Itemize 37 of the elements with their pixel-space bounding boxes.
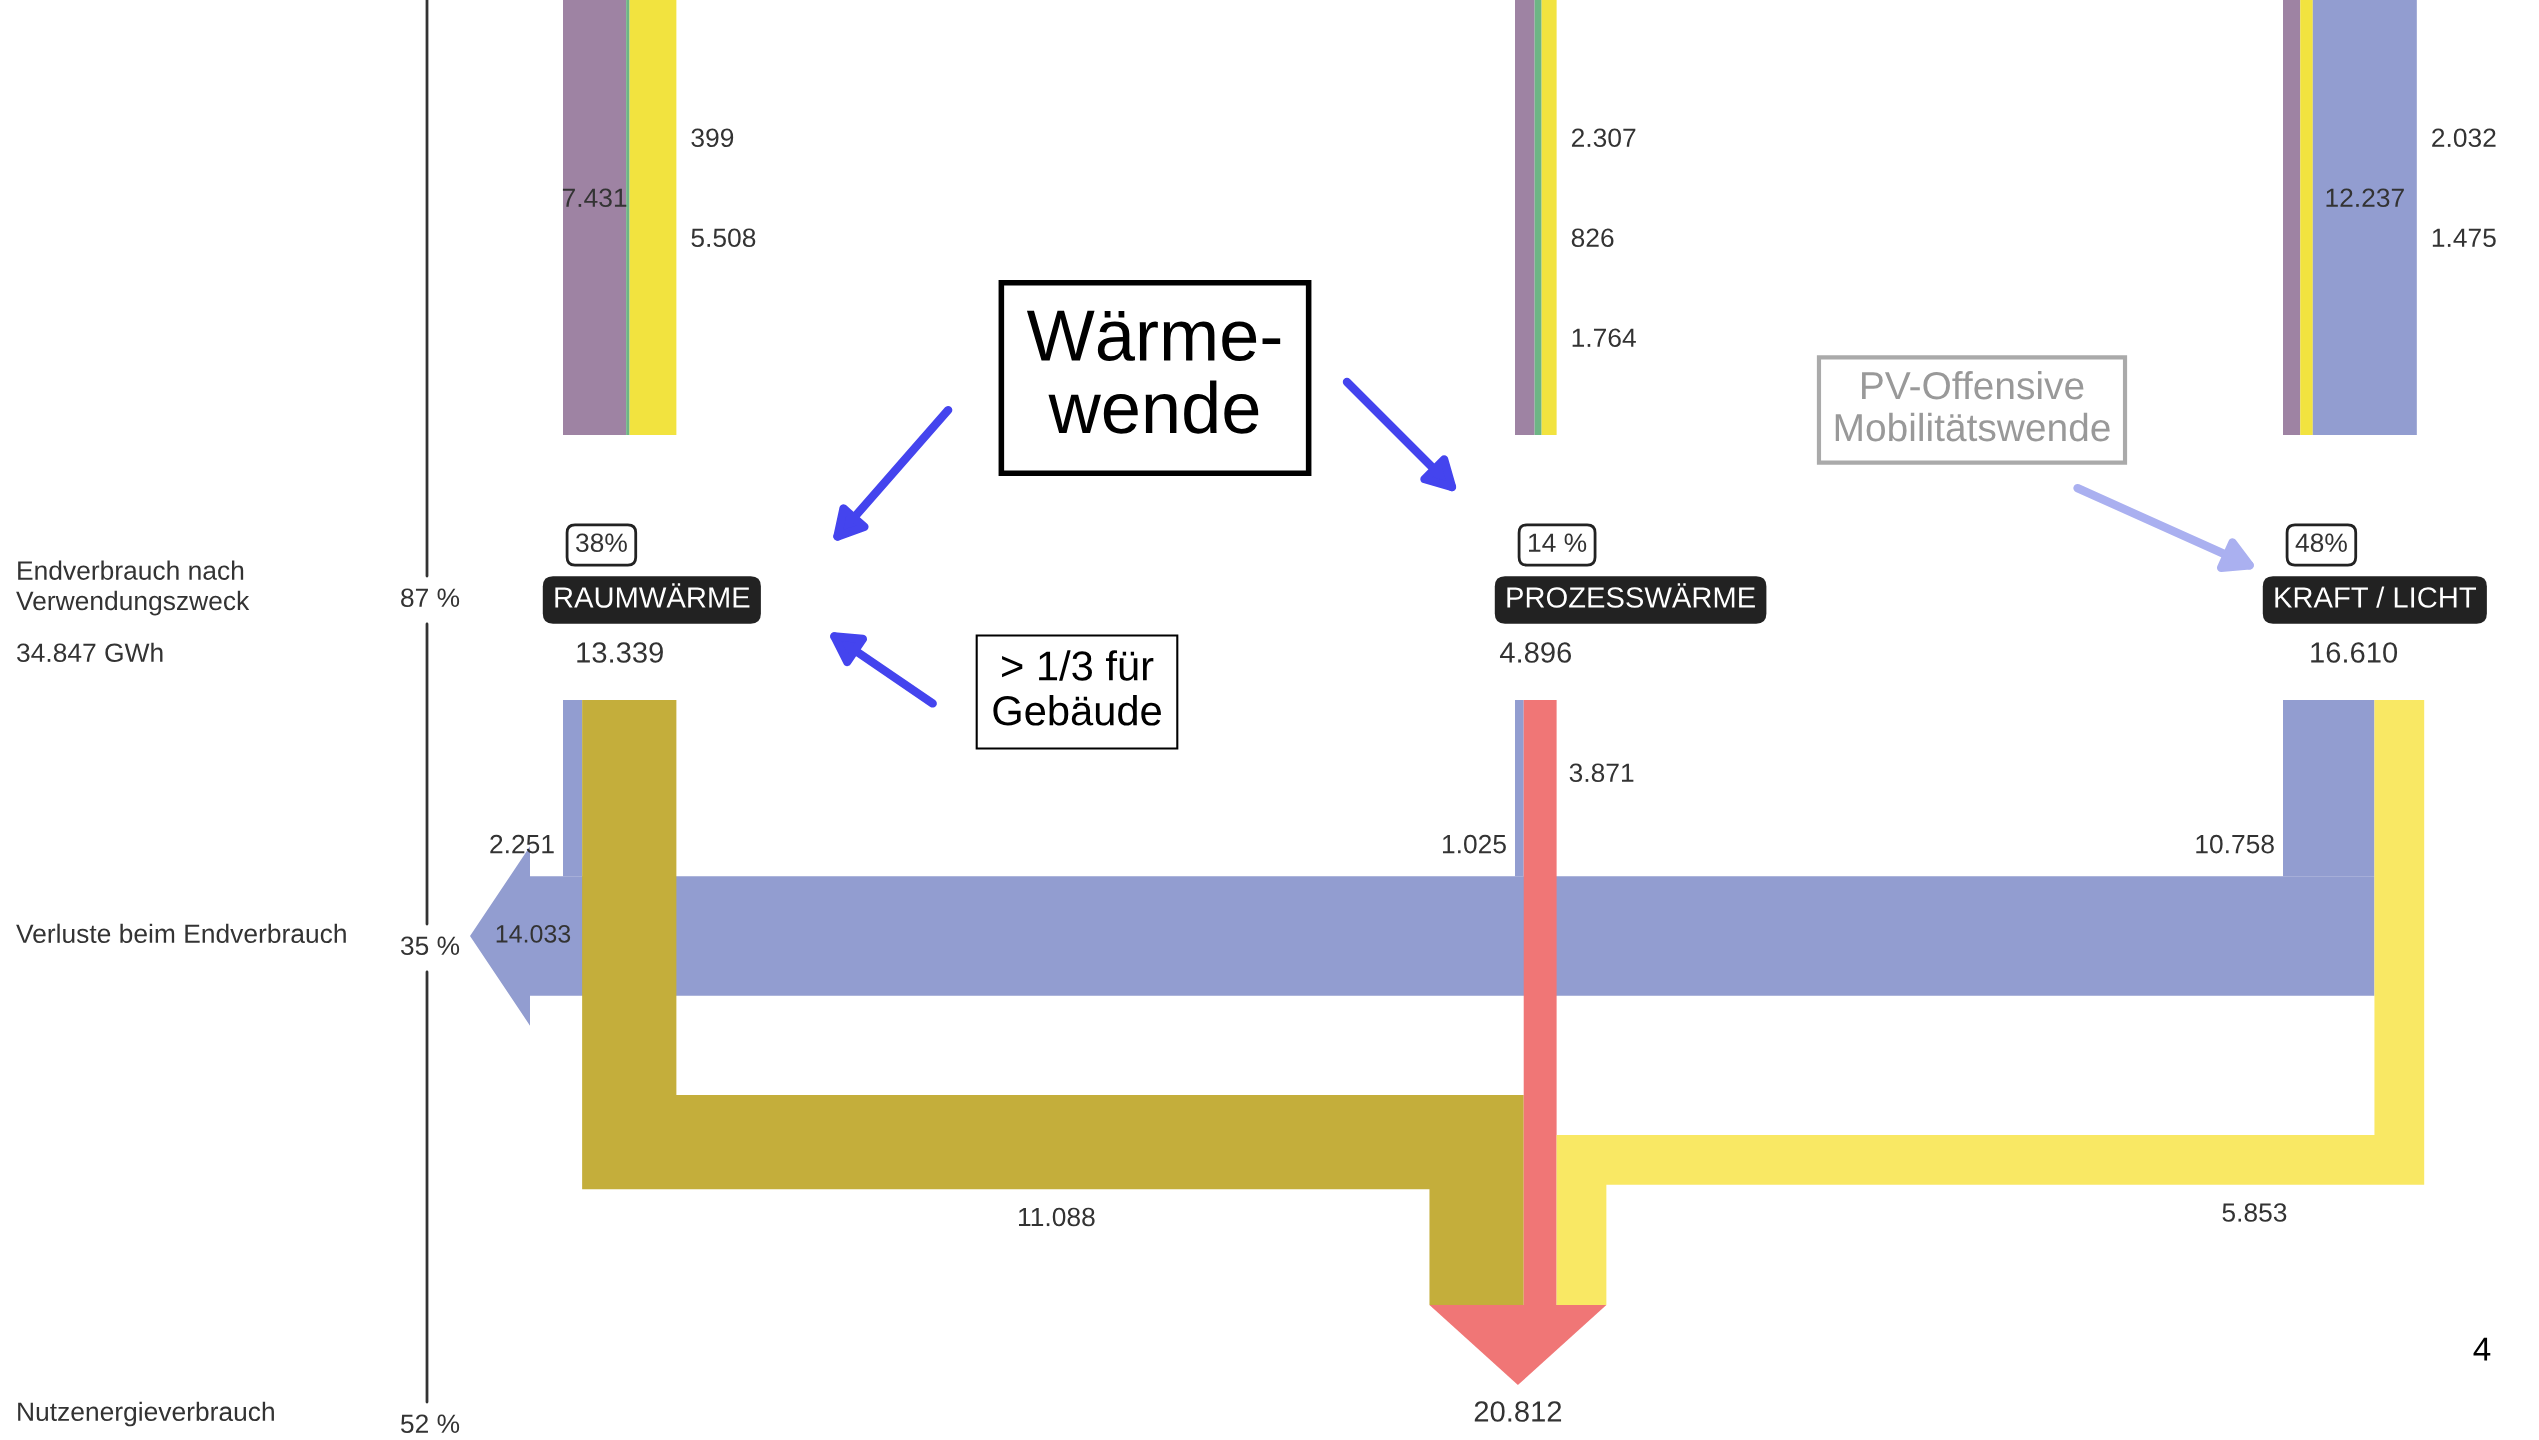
data-label: 2.032 <box>2432 128 2496 148</box>
category-label: RAUMWÄRME <box>555 583 750 608</box>
data-label: 13.339 <box>577 642 663 663</box>
data-label: 10.758 <box>2196 834 2274 854</box>
data-label: 399 <box>691 128 734 148</box>
category-label: Nutzenergieverbrauch <box>18 1401 274 1427</box>
text: 34.847 GWh <box>17 642 163 663</box>
text: 14.033 <box>496 925 571 943</box>
text: 20.812 <box>1474 1401 1562 1422</box>
data-label: 5.853 <box>2222 1203 2287 1222</box>
data-label: 7.431 <box>562 188 627 208</box>
data-label: 1.025 <box>1442 834 1506 854</box>
data-label: 1.764 <box>1572 328 1636 348</box>
category-label: PROZESSWÄRME <box>1507 583 1755 608</box>
category-label: Endverbrauch nach Verwendungszweck <box>16 560 250 616</box>
text: 4 <box>2473 1337 2491 1361</box>
category-label: KRAFT / LICHT <box>2275 586 2476 608</box>
data-label: 11.088 <box>1019 1207 1095 1227</box>
data-label: 3.871 <box>1569 763 1634 783</box>
text: PV-Offensive Mobilitätswende <box>1835 370 2110 442</box>
text: 35 % <box>400 936 460 956</box>
text: > 1/3 für Gebäude <box>993 650 1161 726</box>
text: 87 % <box>401 588 460 608</box>
text: Wärme- wende <box>1026 310 1281 434</box>
data-label: 826 <box>1571 228 1614 248</box>
text: 14 % <box>1529 533 1587 552</box>
data-label: 12.237 <box>2326 188 2404 208</box>
category-label: Verluste beim Endverbrauch <box>16 923 346 944</box>
text: 52 % <box>400 1414 460 1434</box>
data-label: 2.307 <box>1571 128 1636 148</box>
data-label: 4.896 <box>1499 642 1572 663</box>
data-label: 1.475 <box>2432 228 2496 248</box>
text: 38% <box>576 533 627 553</box>
data-label: 5.508 <box>691 228 756 248</box>
data-label: 16.610 <box>2311 642 2398 663</box>
data-label: 2.251 <box>490 834 554 854</box>
text: 48% <box>2295 533 2347 553</box>
